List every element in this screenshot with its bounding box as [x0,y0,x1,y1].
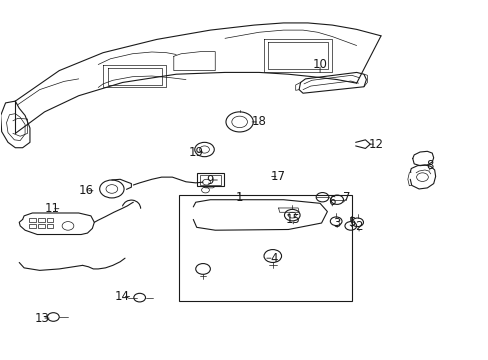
Text: 14: 14 [115,290,130,303]
Bar [38,218,44,222]
Text: 17: 17 [270,170,285,183]
Text: 9: 9 [206,174,214,186]
Bar [38,224,44,228]
Text: 2: 2 [355,220,362,233]
Bar [29,224,36,228]
Text: 4: 4 [269,252,277,265]
Bar [46,218,53,222]
Bar [196,173,223,186]
Text: 18: 18 [251,116,266,129]
Text: 7: 7 [343,191,350,204]
Text: 12: 12 [368,138,383,150]
Text: 11: 11 [44,202,59,215]
Text: 16: 16 [79,184,93,197]
Text: 6: 6 [328,195,335,208]
Text: 10: 10 [312,58,327,71]
Text: 1: 1 [235,191,243,204]
Text: 5: 5 [347,216,355,229]
Bar [29,218,36,222]
Text: 19: 19 [188,145,203,158]
Bar [46,224,53,228]
Bar [199,175,220,185]
Text: 3: 3 [333,216,340,230]
Text: 13: 13 [35,311,49,325]
Bar [178,195,351,301]
Text: 15: 15 [285,213,300,226]
Text: 8: 8 [425,159,432,172]
